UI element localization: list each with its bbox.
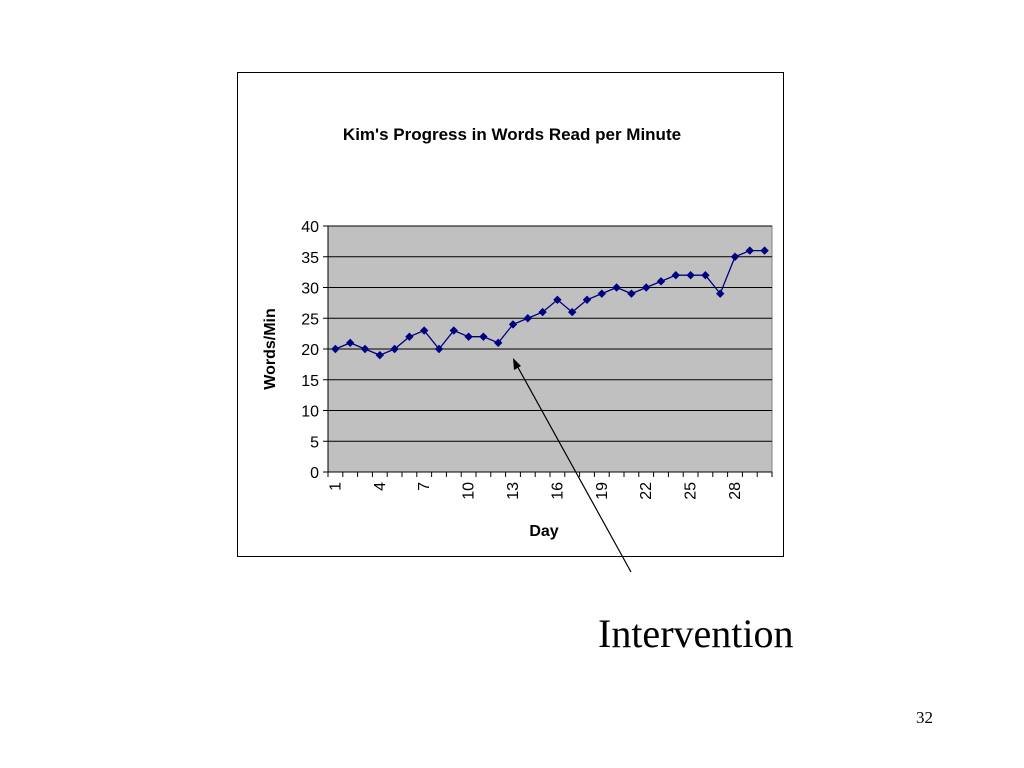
x-tick-label: 7 — [416, 482, 433, 491]
data-point — [405, 332, 414, 341]
data-point — [360, 344, 370, 354]
data-point — [730, 252, 740, 261]
data-point — [420, 326, 429, 335]
data-point — [479, 332, 488, 341]
intervention-label: Intervention — [598, 611, 794, 656]
data-point — [538, 307, 547, 317]
data-point — [508, 320, 518, 329]
x-axis: 1 4 7 10 13 16 19 22 25 28 — [327, 471, 773, 500]
data-point — [760, 246, 769, 255]
x-axis-title: Day — [529, 523, 558, 540]
x-tick-label: 10 — [461, 482, 478, 500]
data-point — [656, 277, 666, 286]
y-tick-label: 25 — [301, 311, 319, 328]
slide-number: 32 — [916, 708, 933, 727]
y-tick-label: 15 — [301, 373, 319, 390]
data-point — [582, 295, 592, 304]
data-point — [745, 246, 754, 255]
data-point — [449, 326, 458, 335]
data-point — [464, 332, 473, 341]
y-tick-label: 40 — [301, 219, 319, 236]
data-point — [331, 344, 340, 354]
data-point — [523, 314, 532, 323]
data-point — [390, 344, 399, 354]
data-point — [375, 350, 384, 360]
y-tick-label: 5 — [310, 434, 319, 451]
x-tick-label: 4 — [372, 482, 389, 491]
x-tick-label: 16 — [549, 482, 566, 500]
data-point — [494, 338, 503, 348]
x-tick-label: 25 — [683, 482, 700, 500]
y-tick-label: 0 — [310, 465, 319, 482]
x-tick-label: 19 — [594, 482, 611, 500]
data-point — [612, 283, 621, 292]
x-tick-label: 28 — [727, 482, 744, 500]
data-point — [553, 295, 562, 304]
y-tick-label: 35 — [301, 250, 319, 267]
data-point — [434, 344, 444, 354]
gridlines — [328, 225, 772, 442]
y-tick-label: 30 — [301, 281, 319, 298]
y-tick-label: 10 — [301, 404, 319, 421]
x-tick-label: 1 — [327, 482, 344, 491]
y-axis: 0 5 10 15 20 25 30 35 40 — [301, 219, 329, 482]
data-point — [346, 338, 355, 348]
y-tick-label: 20 — [301, 342, 319, 359]
x-tick-label: 13 — [505, 482, 522, 500]
line-chart: Kim's Progress in Words Read per Minute … — [262, 125, 773, 540]
y-axis-title: Words/Min — [262, 308, 279, 389]
x-tick-label: 22 — [638, 482, 655, 500]
data-point — [642, 283, 651, 292]
chart-title: Kim's Progress in Words Read per Minute — [343, 125, 681, 144]
data-point — [686, 271, 695, 280]
data-point — [701, 271, 710, 280]
data-point — [627, 289, 636, 298]
chart-frame: Kim's Progress in Words Read per Minute … — [237, 72, 784, 557]
